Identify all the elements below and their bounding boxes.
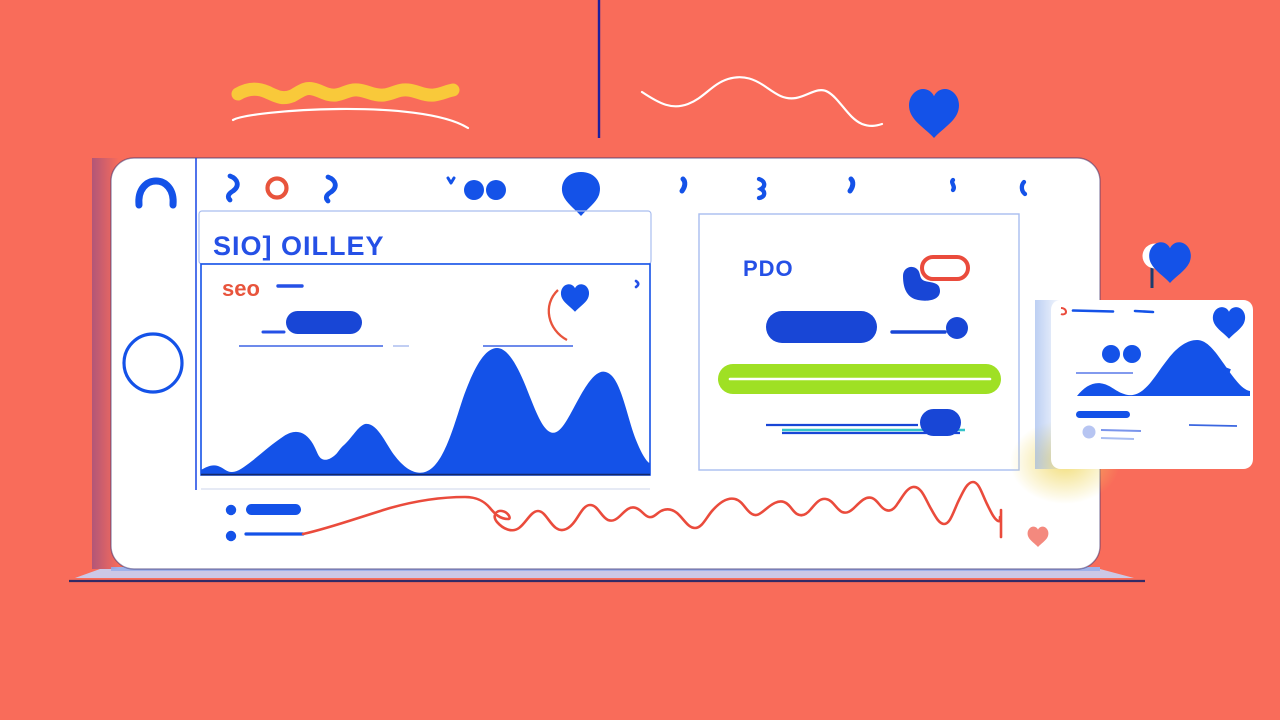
svg-text:seo: seo [222,276,260,301]
svg-text:SIO] OILLEY: SIO] OILLEY [213,231,385,261]
svg-text:PDO: PDO [743,256,794,281]
